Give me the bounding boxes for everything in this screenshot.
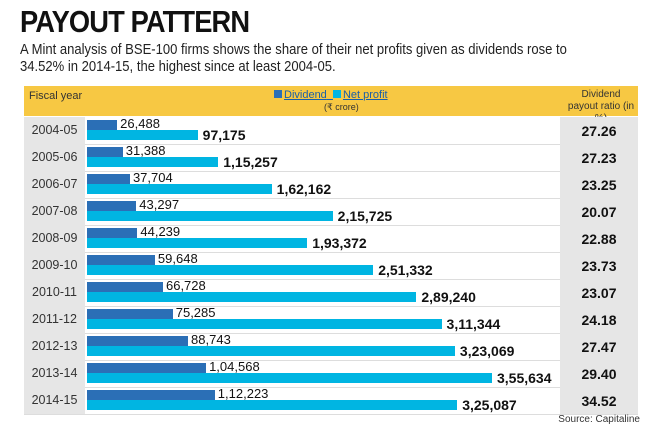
fiscal-year: 2008-09 — [24, 225, 85, 252]
fiscal-year: 2009-10 — [24, 252, 85, 279]
table-row: 2006-07 37,704 1,62,162 23.25 — [24, 170, 638, 199]
net-profit-label: 97,175 — [202, 127, 246, 143]
fiscal-year-header: Fiscal year — [29, 90, 83, 102]
fiscal-year: 2005-06 — [24, 144, 85, 171]
legend-swatch-net-profit — [332, 90, 341, 98]
net-profit-bar — [87, 292, 417, 302]
fiscal-year: 2006-07 — [24, 171, 85, 198]
net-profit-bar — [87, 400, 458, 410]
table-row: 2005-06 31,388 1,15,257 27.23 — [24, 143, 638, 172]
table-row: 2012-13 88,743 3,23,069 27.47 — [24, 332, 638, 361]
fiscal-year: 2011-12 — [24, 306, 85, 333]
net-profit-label: 3,23,069 — [459, 343, 515, 359]
legend-dividend: Dividend — [284, 89, 327, 101]
table-row: 2004-05 26,488 97,175 27.26 — [24, 116, 638, 145]
dividend-label: 31,388 — [125, 143, 166, 158]
net-profit-label: 1,15,257 — [223, 154, 278, 170]
net-profit-bar — [87, 157, 219, 167]
net-profit-label: 3,25,087 — [462, 397, 517, 413]
fiscal-year: 2010-11 — [24, 279, 85, 306]
dividend-bar — [87, 309, 173, 319]
table-row: 2007-08 43,297 2,15,725 20.07 — [24, 197, 638, 226]
dividend-bar — [87, 336, 189, 346]
fiscal-year: 2007-08 — [24, 198, 85, 225]
payout-ratio: 23.73 — [560, 252, 638, 279]
source-note: Source: Capitaline — [558, 414, 640, 425]
dividend-label: 88,743 — [191, 332, 231, 347]
dividend-label: 1,12,223 — [217, 386, 269, 401]
dividend-bar — [87, 363, 207, 373]
dividend-bar — [87, 255, 155, 265]
net-profit-bar — [87, 211, 333, 221]
net-profit-bar — [87, 373, 492, 383]
net-profit-label: 1,62,162 — [276, 181, 332, 197]
legend: Dividend Net profit — [274, 89, 388, 101]
net-profit-bar — [87, 265, 374, 275]
fiscal-year: 2004-05 — [24, 117, 85, 144]
table-row: 2010-11 66,728 2,89,240 23.07 — [24, 278, 638, 307]
dividend-label: 37,704 — [132, 170, 173, 185]
table-row: 2011-12 75,285 3,11,344 24.18 — [24, 305, 638, 334]
dividend-bar — [87, 390, 215, 400]
chart-title: PAYOUT PATTERN — [20, 4, 250, 39]
dividend-label: 44,239 — [140, 224, 181, 239]
dividend-bar — [87, 228, 138, 238]
payout-ratio: 27.26 — [560, 117, 638, 144]
dividend-label: 75,285 — [175, 305, 216, 320]
net-profit-bar — [87, 184, 272, 194]
payout-ratio: 23.25 — [560, 171, 638, 198]
payout-ratio: 27.23 — [560, 144, 638, 171]
net-profit-label: 2,51,332 — [378, 262, 433, 278]
net-profit-label: 3,55,634 — [497, 370, 552, 386]
payout-ratio: 34.52 — [560, 387, 638, 414]
dividend-label: 59,648 — [157, 251, 198, 266]
dividend-bar — [87, 147, 123, 157]
table-header: Fiscal year Dividend Net profit (₹ crore… — [24, 86, 638, 124]
dividend-label: 43,297 — [139, 197, 180, 212]
payout-ratio: 27.47 — [560, 333, 638, 360]
fiscal-year: 2013-14 — [24, 360, 85, 387]
dividend-bar — [87, 282, 163, 292]
fiscal-year: 2014-15 — [24, 387, 85, 414]
payout-ratio: 20.07 — [560, 198, 638, 225]
net-profit-label: 1,93,372 — [312, 235, 367, 251]
table-row: 2009-10 59,648 2,51,332 23.73 — [24, 251, 638, 280]
payout-ratio: 29.40 — [560, 360, 638, 387]
net-profit-bar — [87, 346, 455, 356]
net-profit-label: 2,89,240 — [421, 289, 476, 305]
table-row: 2008-09 44,239 1,93,372 22.88 — [24, 224, 638, 253]
dividend-bar — [87, 174, 130, 184]
table-row: 2014-15 1,12,223 3,25,087 34.52 — [24, 386, 638, 415]
payout-ratio: 24.18 — [560, 306, 638, 333]
net-profit-label: 3,11,344 — [446, 316, 501, 332]
dividend-bar — [87, 120, 118, 130]
payout-ratio: 22.88 — [560, 225, 638, 252]
legend-swatch-dividend — [274, 90, 282, 98]
unit-label: (₹ crore) — [324, 102, 359, 112]
net-profit-label: 2,15,725 — [337, 208, 393, 224]
fiscal-year: 2012-13 — [24, 333, 85, 360]
legend-net-profit: Net profit — [342, 89, 388, 101]
table-row: 2013-14 1,04,568 3,55,634 29.40 — [24, 359, 638, 388]
dividend-label: 66,728 — [165, 278, 206, 293]
net-profit-bar — [87, 238, 308, 248]
net-profit-bar — [87, 130, 198, 140]
payout-ratio: 23.07 — [560, 279, 638, 306]
dividend-label: 1,04,568 — [209, 359, 260, 374]
net-profit-bar — [87, 319, 442, 329]
dividend-bar — [87, 201, 137, 211]
dividend-label: 26,488 — [120, 116, 160, 131]
chart-subtitle: A Mint analysis of BSE-100 firms shows t… — [20, 42, 567, 75]
